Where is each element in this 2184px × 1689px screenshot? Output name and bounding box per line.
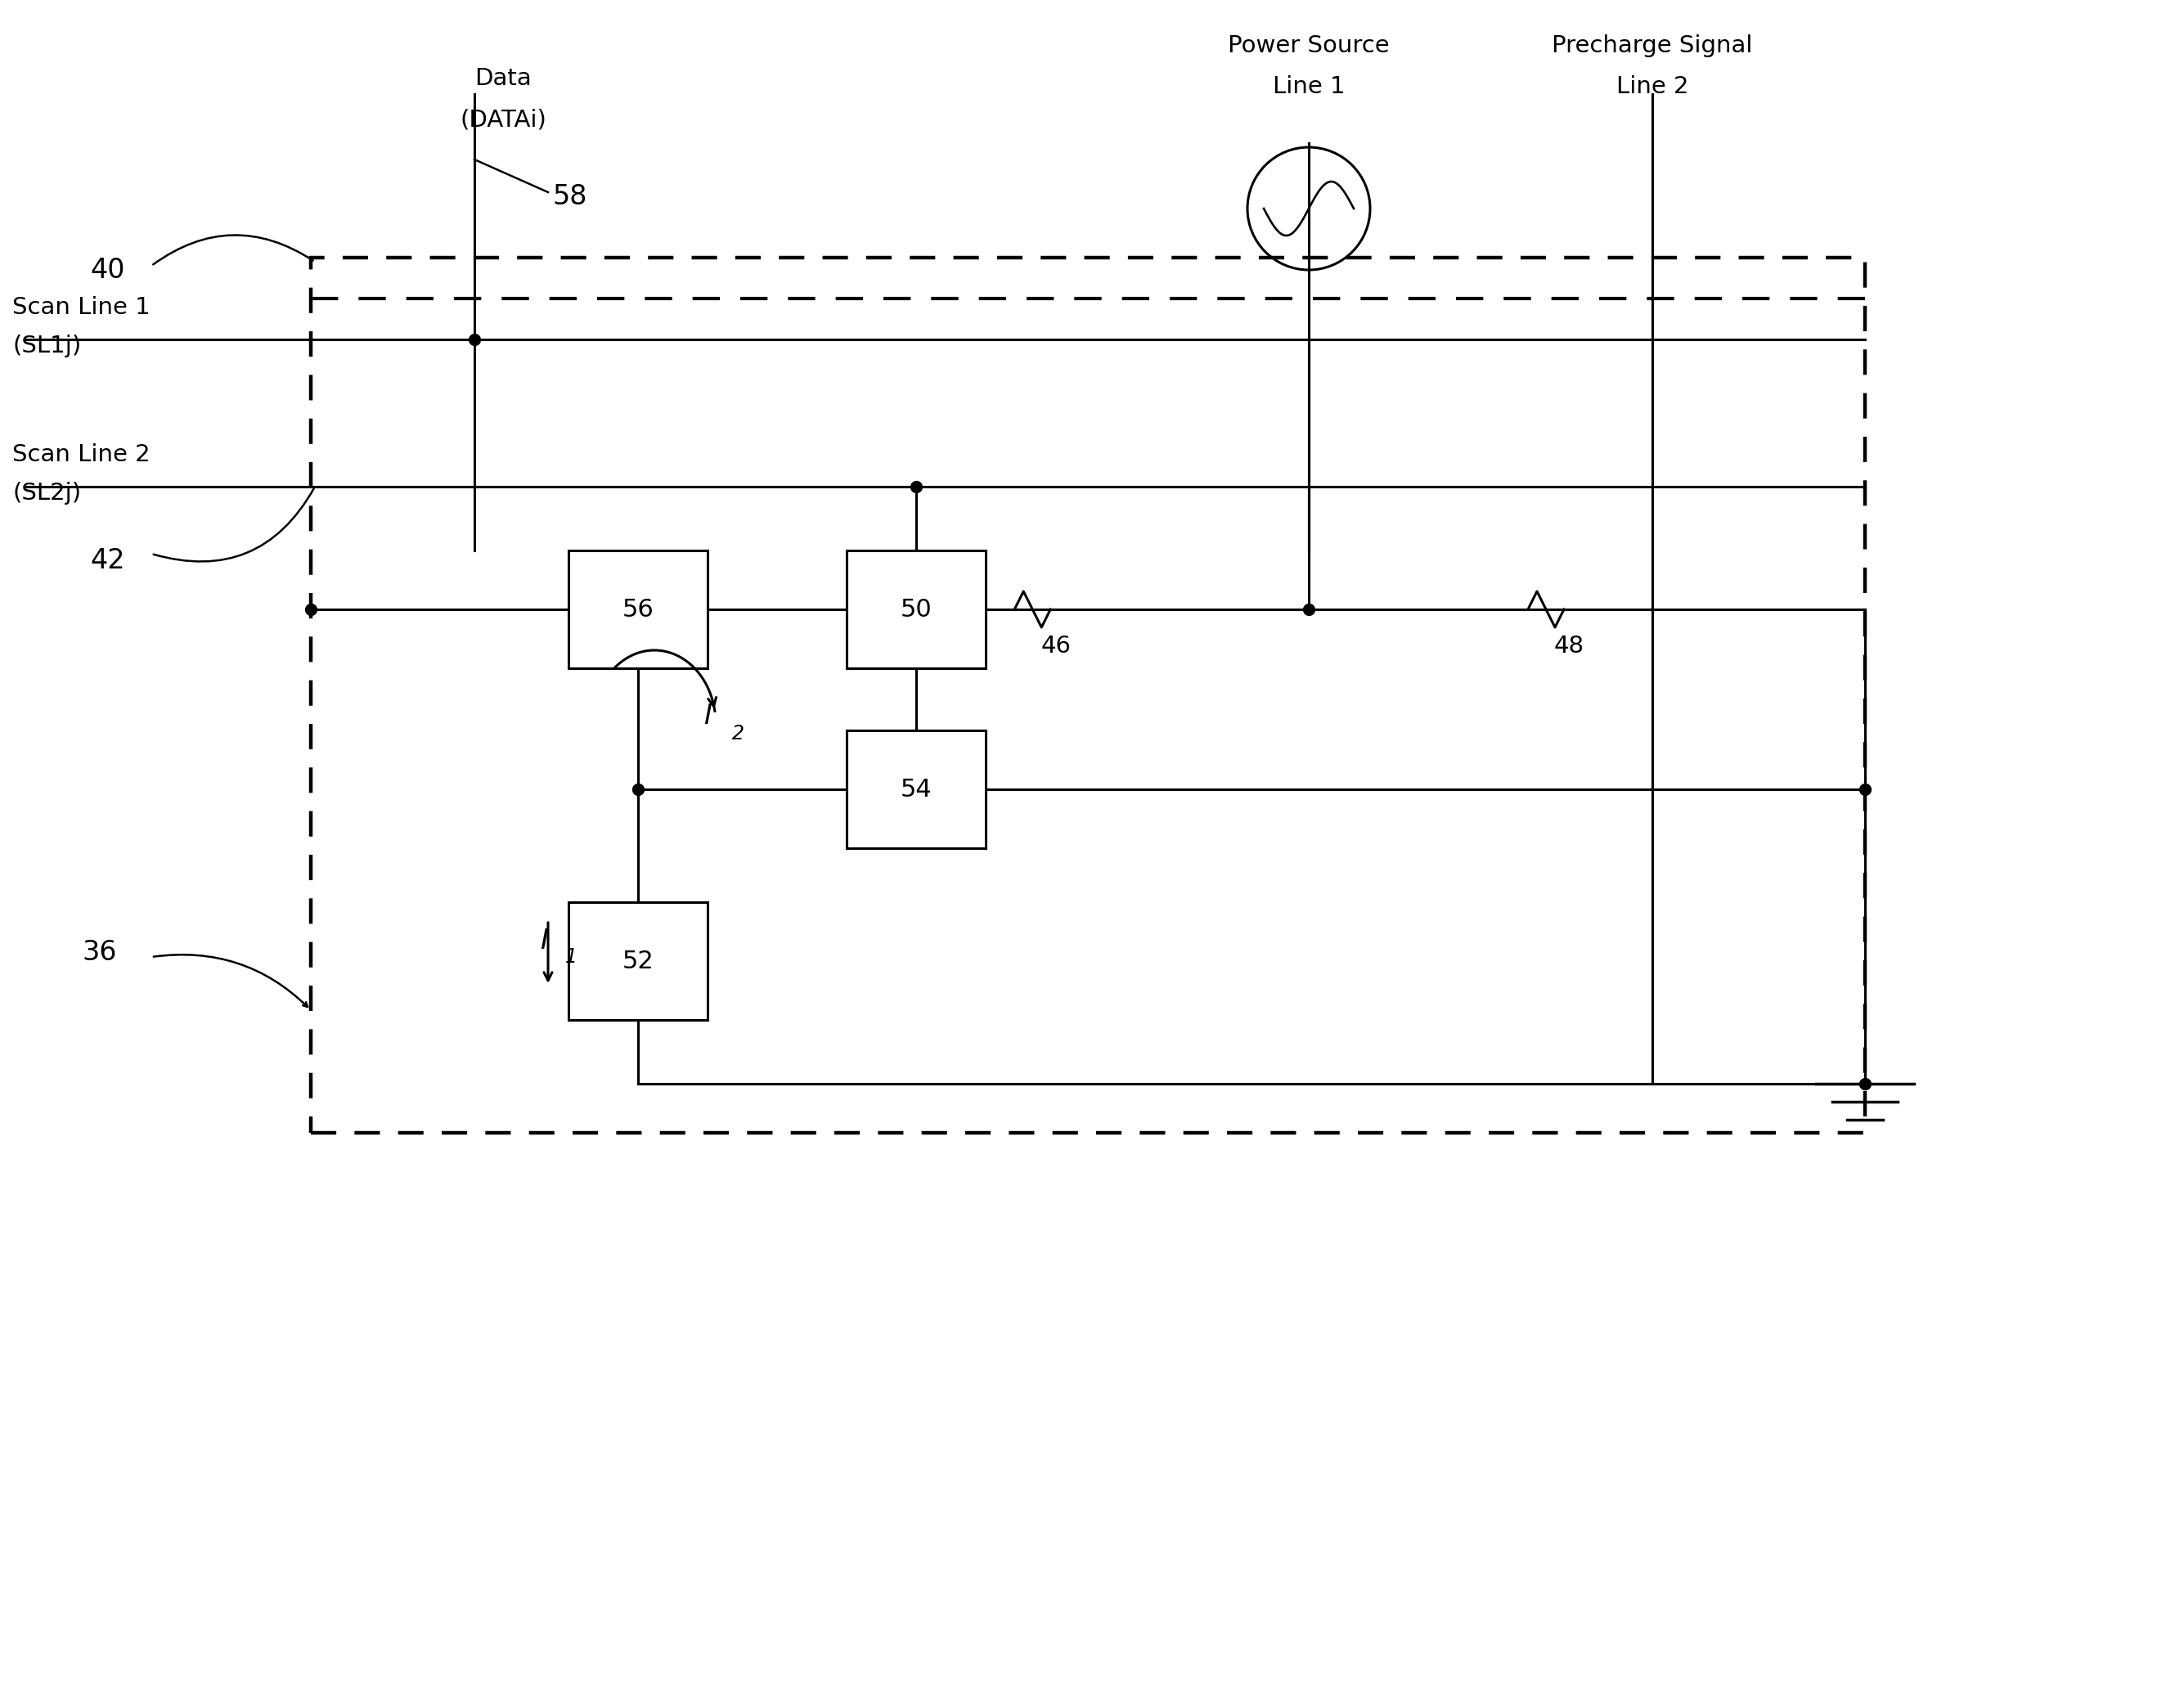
Bar bbox=[847, 730, 985, 848]
Point bbox=[1291, 596, 1326, 623]
Text: 36: 36 bbox=[81, 939, 116, 966]
Text: (SL1j): (SL1j) bbox=[13, 334, 81, 358]
Text: Scan Line 1: Scan Line 1 bbox=[13, 296, 151, 319]
Text: Precharge Signal: Precharge Signal bbox=[1553, 34, 1754, 57]
Text: Data: Data bbox=[474, 68, 531, 90]
Text: 50: 50 bbox=[900, 598, 933, 622]
Text: (DATAi): (DATAi) bbox=[461, 108, 546, 130]
Text: 52: 52 bbox=[622, 949, 653, 973]
Point bbox=[293, 596, 328, 623]
Bar bbox=[568, 551, 708, 669]
Point bbox=[898, 473, 933, 500]
Text: I: I bbox=[703, 703, 712, 730]
Text: Line 2: Line 2 bbox=[1616, 76, 1688, 98]
Bar bbox=[847, 551, 985, 669]
Text: 58: 58 bbox=[553, 182, 587, 209]
Text: 1: 1 bbox=[566, 948, 577, 966]
Text: 42: 42 bbox=[90, 547, 124, 574]
Point bbox=[1848, 775, 1883, 802]
Point bbox=[456, 326, 491, 353]
Text: 56: 56 bbox=[622, 598, 653, 622]
Text: (SL2j): (SL2j) bbox=[13, 481, 81, 505]
Text: Line 1: Line 1 bbox=[1273, 76, 1345, 98]
Text: 46: 46 bbox=[1040, 635, 1070, 657]
Text: 48: 48 bbox=[1555, 635, 1586, 657]
Text: Power Source: Power Source bbox=[1227, 34, 1389, 57]
Point bbox=[1848, 1071, 1883, 1098]
Bar bbox=[568, 902, 708, 1020]
Text: I: I bbox=[539, 927, 548, 954]
Text: 54: 54 bbox=[900, 777, 933, 801]
Text: 40: 40 bbox=[90, 257, 124, 284]
Text: Scan Line 2: Scan Line 2 bbox=[13, 443, 151, 466]
Point bbox=[620, 775, 655, 802]
Text: 2: 2 bbox=[732, 725, 745, 743]
